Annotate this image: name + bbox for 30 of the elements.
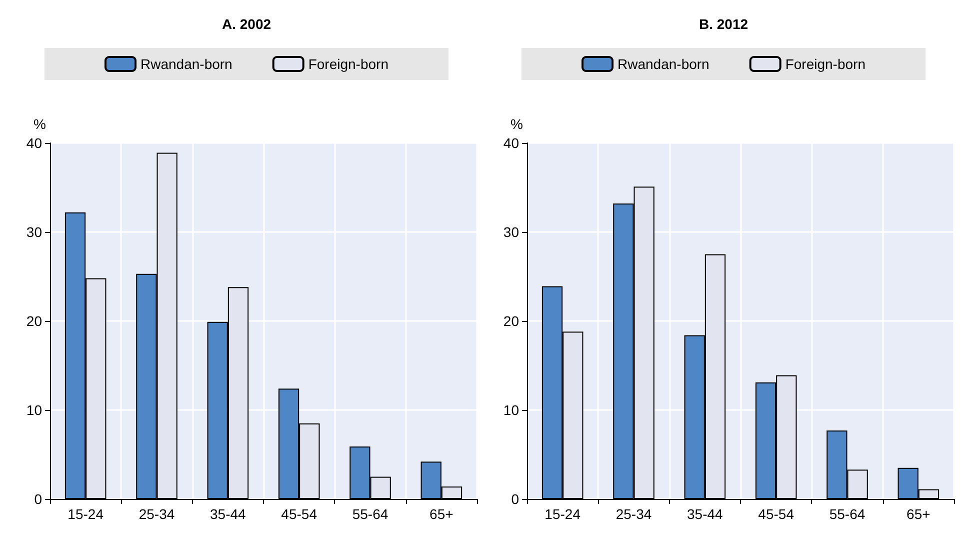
x-tick-label: 45-54: [281, 506, 318, 522]
legend-label: Foreign-born: [308, 56, 388, 72]
y-axis-title: %: [34, 116, 46, 132]
x-tick-label: 35-44: [210, 506, 246, 522]
y-tick-label: 30: [503, 224, 520, 240]
y-tick-label: 40: [26, 135, 42, 151]
y-tick-label: 40: [503, 135, 520, 151]
chart-title: A. 2002: [222, 16, 272, 32]
y-tick-label: 10: [26, 402, 42, 418]
y-tick-label: 20: [26, 313, 42, 329]
y-axis-title: %: [510, 116, 523, 132]
chart-title: B. 2012: [698, 16, 748, 32]
y-tick-label: 20: [503, 313, 520, 329]
y-tick-label: 30: [26, 224, 42, 240]
y-tick-label: 0: [511, 491, 520, 507]
y-tick-label: 10: [503, 402, 520, 418]
legend-label: Foreign-born: [785, 56, 866, 72]
x-tick-label: 15-24: [544, 506, 581, 522]
x-tick-label: 15-24: [68, 506, 104, 522]
x-tick-label: 25-34: [616, 506, 652, 522]
x-tick-label: 55-64: [352, 506, 388, 522]
x-tick-label: 25-34: [138, 506, 175, 522]
x-tick-label: 65+: [430, 506, 454, 522]
x-tick-label: 35-44: [687, 506, 724, 522]
x-tick-label: 45-54: [758, 506, 794, 522]
legend-label: Rwandan-born: [618, 56, 710, 72]
y-tick-label: 0: [34, 491, 42, 507]
legend-label: Rwandan-born: [140, 56, 232, 72]
x-tick-label: 65+: [906, 506, 930, 522]
x-tick-label: 55-64: [829, 506, 866, 522]
